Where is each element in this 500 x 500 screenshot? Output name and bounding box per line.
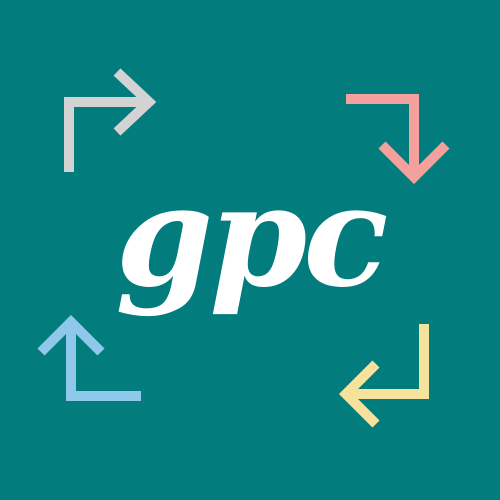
turn-right-down-arrow-icon [340,85,460,190]
turn-down-left-arrow-icon [330,320,440,430]
turn-left-up-arrow-icon [35,310,150,410]
logo-text: gpc [115,155,386,319]
arrow-stroke [37,314,141,401]
arrow-stroke [346,94,450,185]
turn-up-right-arrow-icon [55,60,165,180]
arrow-stroke [338,324,429,428]
arrow-stroke [64,68,157,172]
